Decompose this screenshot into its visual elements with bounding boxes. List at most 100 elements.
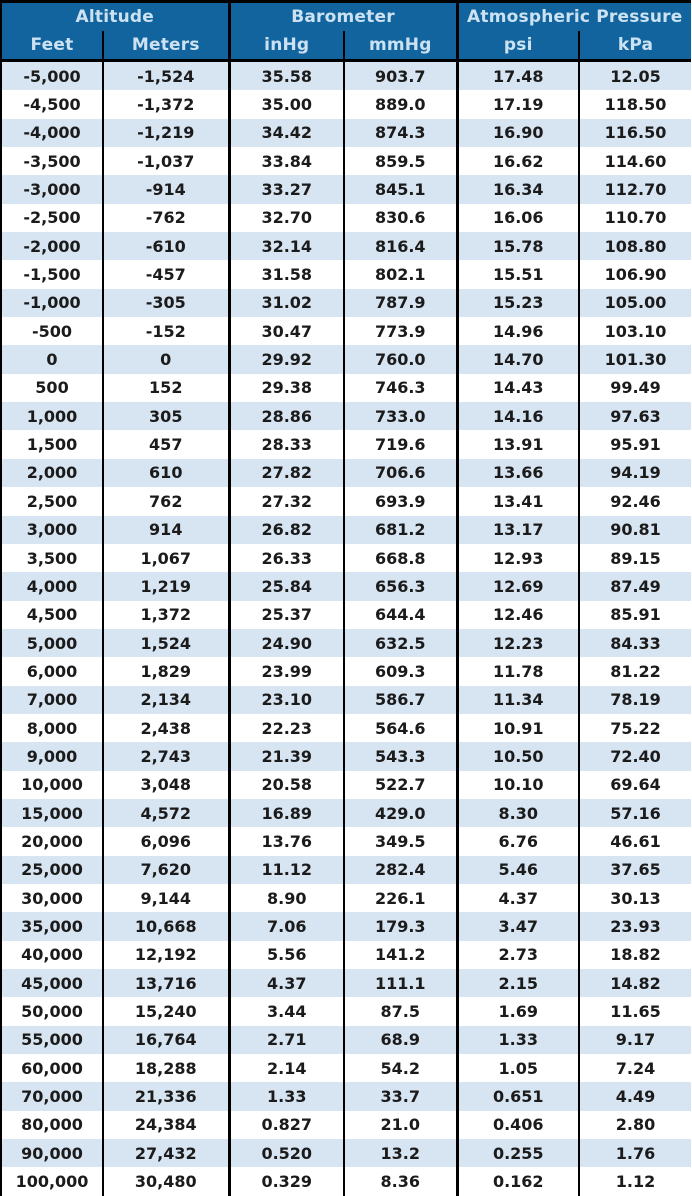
cell-mmhg: 733.0 — [342, 402, 458, 431]
cell-inhg: 26.82 — [227, 515, 344, 544]
table-row: 70,000 21,336 1.33 33.7 0.651 4.49 — [1, 1082, 692, 1111]
cell-mmhg: 68.9 — [342, 1025, 458, 1055]
cell-meters: -914 — [102, 175, 229, 204]
cell-kpa: 69.64 — [578, 770, 692, 799]
cell-inhg: 26.33 — [227, 543, 344, 573]
cell-inhg: 22.23 — [227, 713, 344, 743]
cell-feet: 500 — [1, 373, 103, 403]
cell-meters: -762 — [102, 203, 229, 233]
cell-mmhg: 874.3 — [342, 118, 458, 148]
table-row: 4,500 1,372 25.37 644.4 12.46 85.91 — [1, 600, 692, 629]
cell-mmhg: 644.4 — [342, 600, 458, 629]
cell-inhg: 21.39 — [227, 742, 344, 771]
cell-meters: 13,716 — [102, 969, 229, 998]
cell-feet: 50,000 — [1, 997, 103, 1026]
cell-mmhg: 859.5 — [342, 147, 458, 176]
cell-meters: 914 — [102, 515, 229, 544]
cell-kpa: 97.63 — [578, 402, 692, 431]
cell-psi: 1.33 — [455, 1025, 580, 1055]
cell-feet: -2,000 — [1, 232, 103, 261]
table-header: Altitude Barometer Atmospheric Pressure … — [1, 1, 692, 62]
cell-psi: 14.43 — [455, 373, 580, 403]
table-row: 50,000 15,240 3.44 87.5 1.69 11.65 — [1, 997, 692, 1026]
cell-psi: 11.34 — [455, 685, 580, 714]
cell-kpa: 101.30 — [578, 345, 692, 374]
cell-kpa: 94.19 — [578, 458, 692, 488]
cell-kpa: 118.50 — [578, 90, 692, 119]
cell-meters: 16,764 — [102, 1025, 229, 1055]
cell-psi: 10.91 — [455, 713, 580, 743]
cell-psi: 17.19 — [455, 90, 580, 119]
cell-meters: -1,037 — [102, 147, 229, 176]
cell-psi: 1.05 — [455, 1054, 580, 1083]
cell-inhg: 33.27 — [227, 175, 344, 204]
table-row: 3,000 914 26.82 681.2 13.17 90.81 — [1, 515, 692, 544]
cell-kpa: 106.90 — [578, 260, 692, 289]
cell-inhg: 28.86 — [227, 402, 344, 431]
cell-feet: 25,000 — [1, 855, 103, 884]
table-row: 0 0 29.92 760.0 14.70 101.30 — [1, 345, 692, 374]
cell-kpa: 2.80 — [578, 1110, 692, 1140]
cell-inhg: 32.14 — [227, 232, 344, 261]
cell-inhg: 16.89 — [227, 798, 344, 828]
table-row: 1,500 457 28.33 719.6 13.91 95.91 — [1, 430, 692, 459]
cell-kpa: 37.65 — [578, 855, 692, 884]
cell-psi: 6.76 — [455, 827, 580, 856]
table-row: 1,000 305 28.86 733.0 14.16 97.63 — [1, 402, 692, 431]
cell-mmhg: 141.2 — [342, 940, 458, 969]
cell-mmhg: 889.0 — [342, 90, 458, 119]
cell-feet: 4,500 — [1, 600, 103, 629]
cell-psi: 12.23 — [455, 628, 580, 658]
cell-psi: 4.37 — [455, 883, 580, 913]
table-row: 55,000 16,764 2.71 68.9 1.33 9.17 — [1, 1025, 692, 1055]
cell-kpa: 103.10 — [578, 317, 692, 346]
cell-kpa: 1.76 — [578, 1139, 692, 1168]
cell-feet: -1,000 — [1, 288, 103, 318]
column-header-kpa: kPa — [578, 31, 692, 62]
cell-meters: 6,096 — [102, 827, 229, 856]
cell-inhg: 35.00 — [227, 90, 344, 119]
cell-mmhg: 564.6 — [342, 713, 458, 743]
table-row: -3,000 -914 33.27 845.1 16.34 112.70 — [1, 175, 692, 204]
cell-meters: -1,219 — [102, 118, 229, 148]
cell-inhg: 4.37 — [227, 969, 344, 998]
cell-feet: 8,000 — [1, 713, 103, 743]
cell-mmhg: 656.3 — [342, 572, 458, 601]
cell-kpa: 114.60 — [578, 147, 692, 176]
cell-meters: 1,829 — [102, 657, 229, 686]
cell-kpa: 99.49 — [578, 373, 692, 403]
table-row: 2,500 762 27.32 693.9 13.41 92.46 — [1, 487, 692, 516]
cell-meters: -1,372 — [102, 90, 229, 119]
cell-kpa: 72.40 — [578, 742, 692, 771]
cell-mmhg: 349.5 — [342, 827, 458, 856]
cell-inhg: 2.14 — [227, 1054, 344, 1083]
cell-psi: 0.255 — [455, 1139, 580, 1168]
cell-feet: -3,500 — [1, 147, 103, 176]
cell-kpa: 11.65 — [578, 997, 692, 1026]
cell-meters: 3,048 — [102, 770, 229, 799]
cell-feet: 0 — [1, 345, 103, 374]
cell-inhg: 13.76 — [227, 827, 344, 856]
table-row: 15,000 4,572 16.89 429.0 8.30 57.16 — [1, 798, 692, 828]
cell-inhg: 0.827 — [227, 1110, 344, 1140]
cell-kpa: 12.05 — [578, 60, 692, 91]
cell-meters: 457 — [102, 430, 229, 459]
cell-mmhg: 845.1 — [342, 175, 458, 204]
cell-psi: 14.96 — [455, 317, 580, 346]
cell-kpa: 75.22 — [578, 713, 692, 743]
table-row: 4,000 1,219 25.84 656.3 12.69 87.49 — [1, 572, 692, 601]
cell-mmhg: 816.4 — [342, 232, 458, 261]
cell-mmhg: 522.7 — [342, 770, 458, 799]
cell-meters: 12,192 — [102, 940, 229, 969]
cell-meters: -1,524 — [102, 60, 229, 91]
table-row: 100,000 30,480 0.329 8.36 0.162 1.12 — [1, 1167, 692, 1196]
cell-psi: 2.73 — [455, 940, 580, 969]
cell-psi: 0.406 — [455, 1110, 580, 1140]
cell-kpa: 7.24 — [578, 1054, 692, 1083]
cell-meters: -610 — [102, 232, 229, 261]
cell-meters: 152 — [102, 373, 229, 403]
cell-inhg: 1.33 — [227, 1082, 344, 1111]
cell-mmhg: 21.0 — [342, 1110, 458, 1140]
table-row: -1,000 -305 31.02 787.9 15.23 105.00 — [1, 288, 692, 318]
cell-meters: 9,144 — [102, 883, 229, 913]
